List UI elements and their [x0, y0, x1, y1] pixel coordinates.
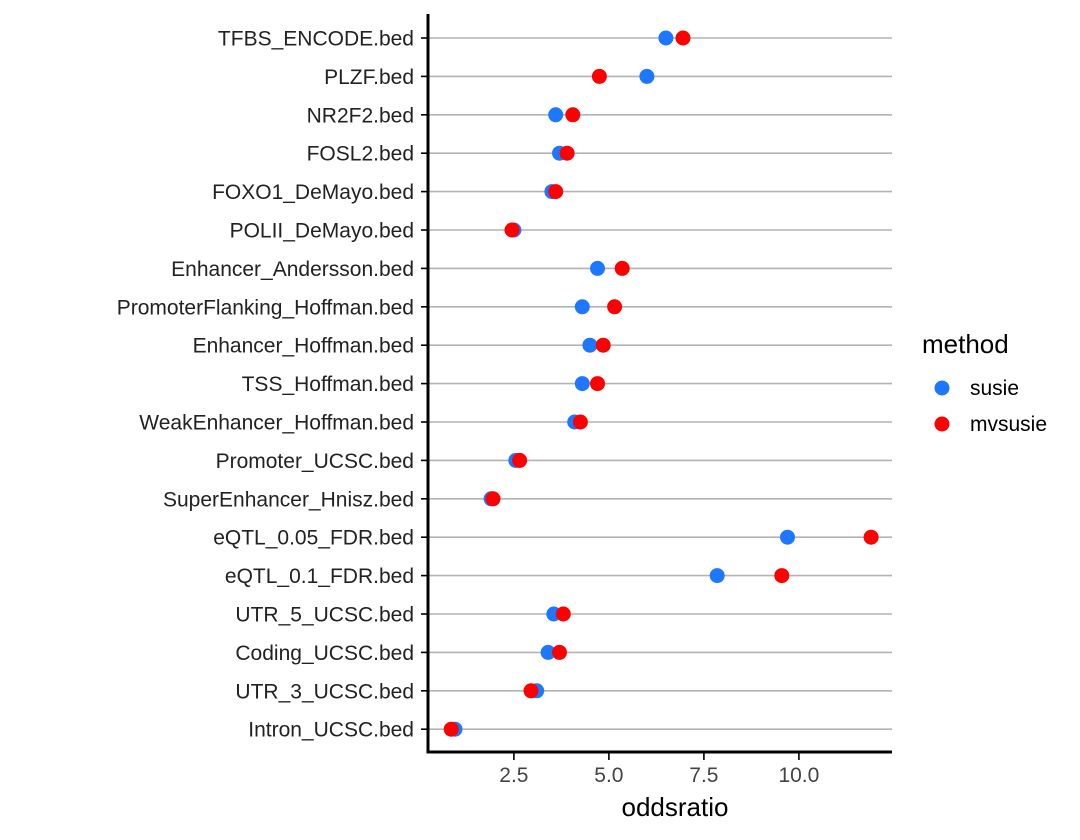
point-mvsusie-3 [559, 145, 575, 161]
y-tick-label: TFBS_ENCODE.bed [218, 28, 414, 51]
point-mvsusie-7 [607, 299, 623, 315]
x-tick-label: 5.0 [594, 764, 623, 787]
y-tick-label: FOXO1_DeMayo.bed [212, 181, 414, 204]
y-tick-label: WeakEnhancer_Hoffman.bed [139, 412, 414, 435]
point-susie-0 [658, 30, 674, 46]
point-mvsusie-17 [523, 683, 539, 699]
y-tick-label: Enhancer_Andersson.bed [171, 258, 414, 281]
legend-key-mvsusie [934, 416, 950, 432]
legend: method susie mvsusie [922, 329, 1047, 436]
y-tick-label: UTR_5_UCSC.bed [235, 604, 414, 627]
point-mvsusie-2 [565, 107, 581, 123]
y-tick-label: NR2F2.bed [307, 104, 414, 127]
point-mvsusie-15 [555, 606, 571, 622]
y-tick-label: Coding_UCSC.bed [235, 642, 414, 665]
point-susie-6 [590, 260, 605, 276]
y-tick-label: FOSL2.bed [307, 143, 414, 166]
point-mvsusie-13 [863, 529, 879, 545]
x-tick-label: 10.0 [778, 764, 819, 787]
point-mvsusie-1 [591, 68, 607, 84]
point-susie-1 [639, 68, 655, 84]
legend-key-susie [934, 380, 950, 396]
legend-label-susie: susie [970, 377, 1019, 400]
gridlines [421, 37, 892, 731]
point-mvsusie-18 [443, 721, 459, 737]
point-mvsusie-8 [595, 337, 611, 353]
point-susie-9 [574, 376, 590, 392]
y-tick-label: SuperEnhancer_Hnisz.bed [163, 488, 414, 511]
x-tick-label: 2.5 [499, 764, 528, 787]
point-mvsusie-6 [614, 260, 630, 276]
x-axis-title: oddsratio [622, 792, 729, 822]
y-tick-label: PromoterFlanking_Hoffman.bed [117, 296, 414, 319]
point-susie-7 [574, 299, 590, 315]
x-tick-label: 7.5 [689, 764, 718, 787]
y-tick-label: Promoter_UCSC.bed [216, 450, 414, 473]
y-tick-label: eQTL_0.05_FDR.bed [213, 527, 414, 550]
data-points [443, 30, 879, 737]
point-susie-16 [540, 644, 556, 660]
y-tick-label: POLII_DeMayo.bed [230, 220, 414, 243]
point-mvsusie-11 [512, 452, 528, 468]
point-mvsusie-9 [590, 376, 605, 392]
point-susie-13 [780, 529, 795, 545]
point-mvsusie-10 [572, 414, 588, 430]
axes [426, 14, 892, 754]
point-mvsusie-12 [485, 491, 501, 507]
point-susie-8 [582, 337, 598, 353]
y-tick-label: PLZF.bed [324, 66, 414, 89]
y-tick-label: Enhancer_Hoffman.bed [193, 335, 414, 358]
point-mvsusie-0 [675, 30, 691, 46]
point-mvsusie-5 [504, 222, 520, 238]
y-tick-label: eQTL_0.1_FDR.bed [225, 565, 414, 588]
point-mvsusie-14 [774, 568, 790, 584]
legend-title: method [922, 329, 1009, 359]
y-tick-label: UTR_3_UCSC.bed [235, 680, 414, 703]
point-mvsusie-16 [552, 644, 567, 660]
point-mvsusie-4 [548, 184, 564, 200]
y-tick-label: Intron_UCSC.bed [248, 719, 414, 742]
category-labels: TFBS_ENCODE.bed PLZF.bed NR2F2.bed FOSL2.be… [117, 28, 414, 742]
x-axis-ticks: 2.5 5.0 7.5 10.0 [499, 752, 819, 787]
legend-label-mvsusie: mvsusie [970, 413, 1047, 436]
point-susie-14 [709, 568, 725, 584]
y-tick-label: TSS_Hoffman.bed [242, 373, 414, 396]
point-susie-2 [548, 107, 564, 123]
